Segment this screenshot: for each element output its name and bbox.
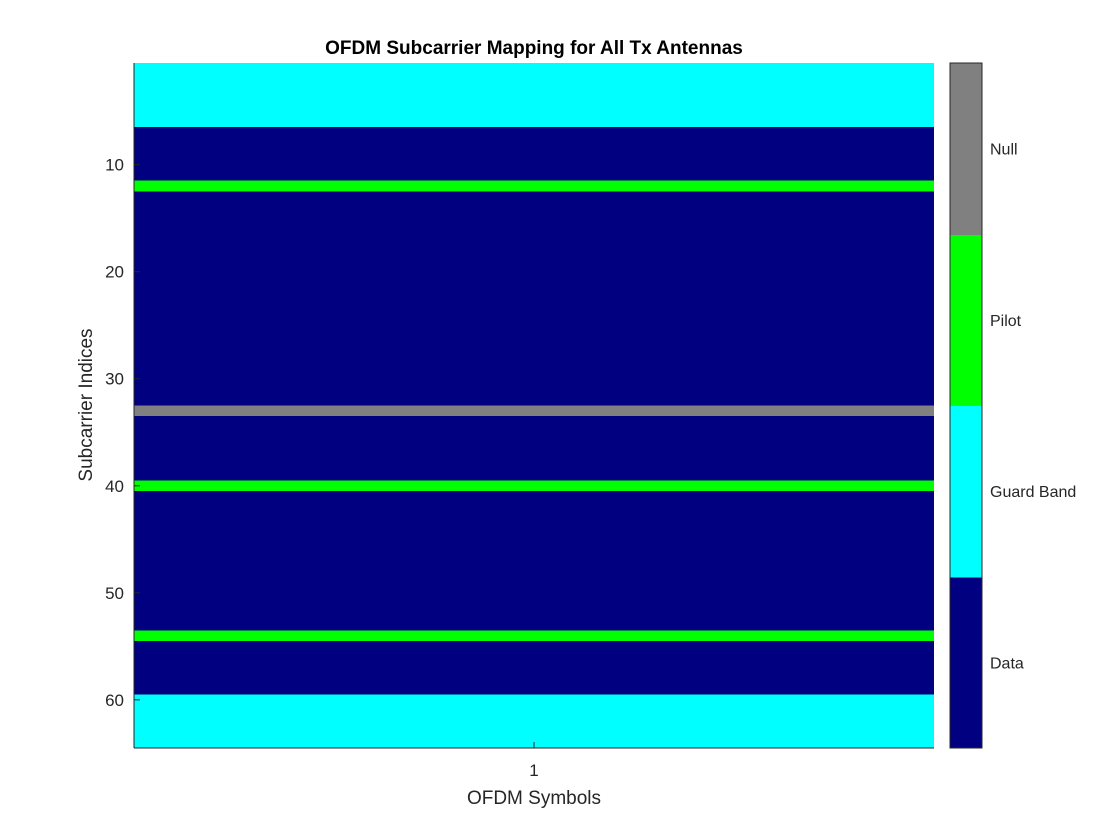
heatmap-cell-data-row-11 [134,170,934,182]
heatmap-cell-data-row-56 [134,651,934,663]
heatmap-cell-data-row-29 [134,362,934,374]
chart-title: OFDM Subcarrier Mapping for All Tx Anten… [325,38,743,59]
heatmap-cell-data-row-42 [134,501,934,514]
colorbar-border [949,62,983,749]
heatmap-cell-data-row-43 [134,512,934,524]
y-tick-label: 50 [105,584,124,603]
heatmap-cell-data-row-41 [134,491,934,503]
heatmap-cell-data-row-27 [134,341,934,353]
colorbar-label: Guard Band [990,484,1076,501]
colorbar-swatch-pilot [950,234,982,406]
heatmap-cell-data-row-22 [134,287,934,300]
heatmap-cell-data-row-51 [134,598,934,610]
heatmap-cell-data-row-8 [134,137,934,150]
y-tick-label: 40 [105,477,124,496]
heatmap-cell-data-row-18 [134,244,934,257]
y-tick-label: 20 [105,263,124,282]
heatmap-cell-data-row-37 [134,448,934,460]
heatmap-cell-data-row-25 [134,319,934,332]
heatmap-cell-guard-band-row-6 [134,116,934,128]
heatmap-cell-data-row-50 [134,587,934,599]
y-tick-label: 30 [105,370,124,389]
x-axis-label: OFDM Symbols [467,788,601,809]
y-tick-label: 10 [105,156,124,175]
heatmap-cell-pilot-row-12 [134,180,934,193]
heatmap-cell-guard-band-row-60 [134,694,934,706]
colorbar: Data Guard Band Pilot Null [949,62,1076,749]
heatmap-cell-guard-band-row-1 [134,63,934,75]
heatmap-cell-data-row-28 [134,351,934,364]
heatmap-cell-data-row-58 [134,673,934,685]
heatmap-cell-data-row-59 [134,683,934,696]
colorbar-swatch-null [950,63,982,235]
heatmap-cell-data-row-7 [134,127,934,139]
heatmap-cell-data-row-10 [134,159,934,171]
heatmap-cell-data-row-15 [134,212,934,225]
x-tick-label: 1 [529,761,538,780]
heatmap-cell-data-row-44 [134,523,934,535]
heatmap-cell-data-row-9 [134,148,934,160]
heatmap-cell-data-row-13 [134,191,934,203]
heatmap-cell-data-row-24 [134,309,934,321]
heatmap-cell-data-row-53 [134,619,934,631]
heatmap-cell-guard-band-row-63 [134,726,934,738]
heatmap-cell-data-row-46 [134,544,934,556]
colorbar-swatch-data [950,576,982,749]
y-ticks: 10 20 30 40 50 60 [105,156,140,710]
heatmap-cell-data-row-21 [134,277,934,289]
heatmap-cell-data-row-30 [134,373,934,385]
colorbar-label: Null [990,142,1018,159]
heatmap-cell-data-row-57 [134,662,934,674]
heatmap-cell-data-row-35 [134,426,934,439]
heatmap-cell-data-row-31 [134,384,934,396]
heatmap-cell-data-row-20 [134,266,934,278]
heatmap-cell-data-row-26 [134,330,934,342]
heatmap-cell-data-row-36 [134,437,934,449]
heatmap-cell-data-row-17 [134,234,934,246]
heatmap-cell-data-row-14 [134,202,934,214]
heatmap-cell-data-row-52 [134,608,934,621]
heatmap-cell-data-row-55 [134,640,934,653]
heatmap-cell-data-row-48 [134,566,934,578]
heatmap-cell-data-row-49 [134,576,934,589]
colorbar-swatch-guard-band [950,405,982,578]
heatmap-cell-data-row-34 [134,416,934,428]
heatmap-cell-data-row-39 [134,469,934,482]
heatmap-cell-guard-band-row-5 [134,105,934,118]
heatmap-cell-guard-band-row-4 [134,95,934,107]
heatmap-cell-guard-band-row-3 [134,84,934,96]
heatmap-cells [134,63,934,749]
heatmap-cell-guard-band-row-62 [134,715,934,728]
x-ticks: 1 [529,742,539,780]
heatmap-cell-data-row-16 [134,223,934,235]
colorbar-label: Data [990,655,1024,672]
heatmap-cell-data-row-38 [134,459,934,471]
heatmap-cell-guard-band-row-2 [134,73,934,86]
heatmap-cell-null-row-33 [134,405,934,417]
y-axis-label: Subcarrier Indices [76,328,97,481]
heatmap-cell-data-row-19 [134,255,934,267]
heatmap-cell-data-row-47 [134,555,934,567]
heatmap-cell-data-row-23 [134,298,934,310]
colorbar-label: Pilot [990,313,1022,330]
heatmap-cell-pilot-row-54 [134,630,934,642]
y-tick-label: 60 [105,691,124,710]
heatmap-cell-data-row-32 [134,394,934,407]
heatmap-cell-pilot-row-40 [134,480,934,492]
heatmap-cell-data-row-45 [134,533,934,546]
heatmap-cell-guard-band-row-61 [134,705,934,717]
